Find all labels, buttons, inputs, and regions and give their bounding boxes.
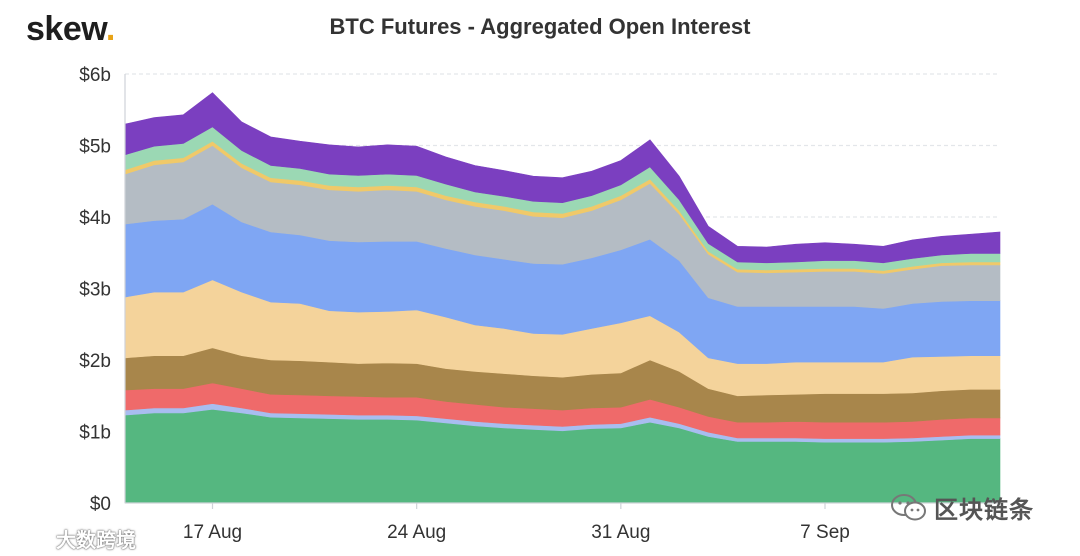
axes [124,74,1000,504]
logo-dot: . [105,10,115,48]
y-tick-label: $4b [79,208,111,229]
x-tick-label: 24 Aug [387,522,446,543]
x-tick-label: 31 Aug [591,522,650,543]
y-tick-label: $5b [79,137,111,158]
watermark-logo-icon [6,528,52,549]
y-tick-label: $3b [79,280,111,301]
y-axis-ticks: $0 $1b $2b $3b $4b $5b $6b [79,65,111,515]
y-tick-label: $1b [79,423,111,444]
skew-logo: skew. [26,10,115,49]
x-tick-label: 17 Aug [183,522,242,543]
watermark-left: 大数跨境 [6,524,136,553]
watermark-right-text: 区块链条 [934,497,1034,524]
y-tick-label: $2b [79,351,111,372]
watermark-left-text: 大数跨境 [56,530,136,552]
x-axis-ticks: 17 Aug 24 Aug 31 Aug 7 Sep [183,503,850,543]
watermark-right: 区块链条 [890,490,1034,525]
stacked-areas [124,92,1001,504]
y-tick-label: $6b [79,65,111,86]
chart-title: BTC Futures - Aggregated Open Interest [329,14,751,39]
series-area [124,92,1001,264]
x-tick-label: 7 Sep [800,522,850,543]
logo-text: skew [26,10,106,48]
wechat-icon [891,493,926,520]
y-tick-label: $0 [90,494,111,515]
